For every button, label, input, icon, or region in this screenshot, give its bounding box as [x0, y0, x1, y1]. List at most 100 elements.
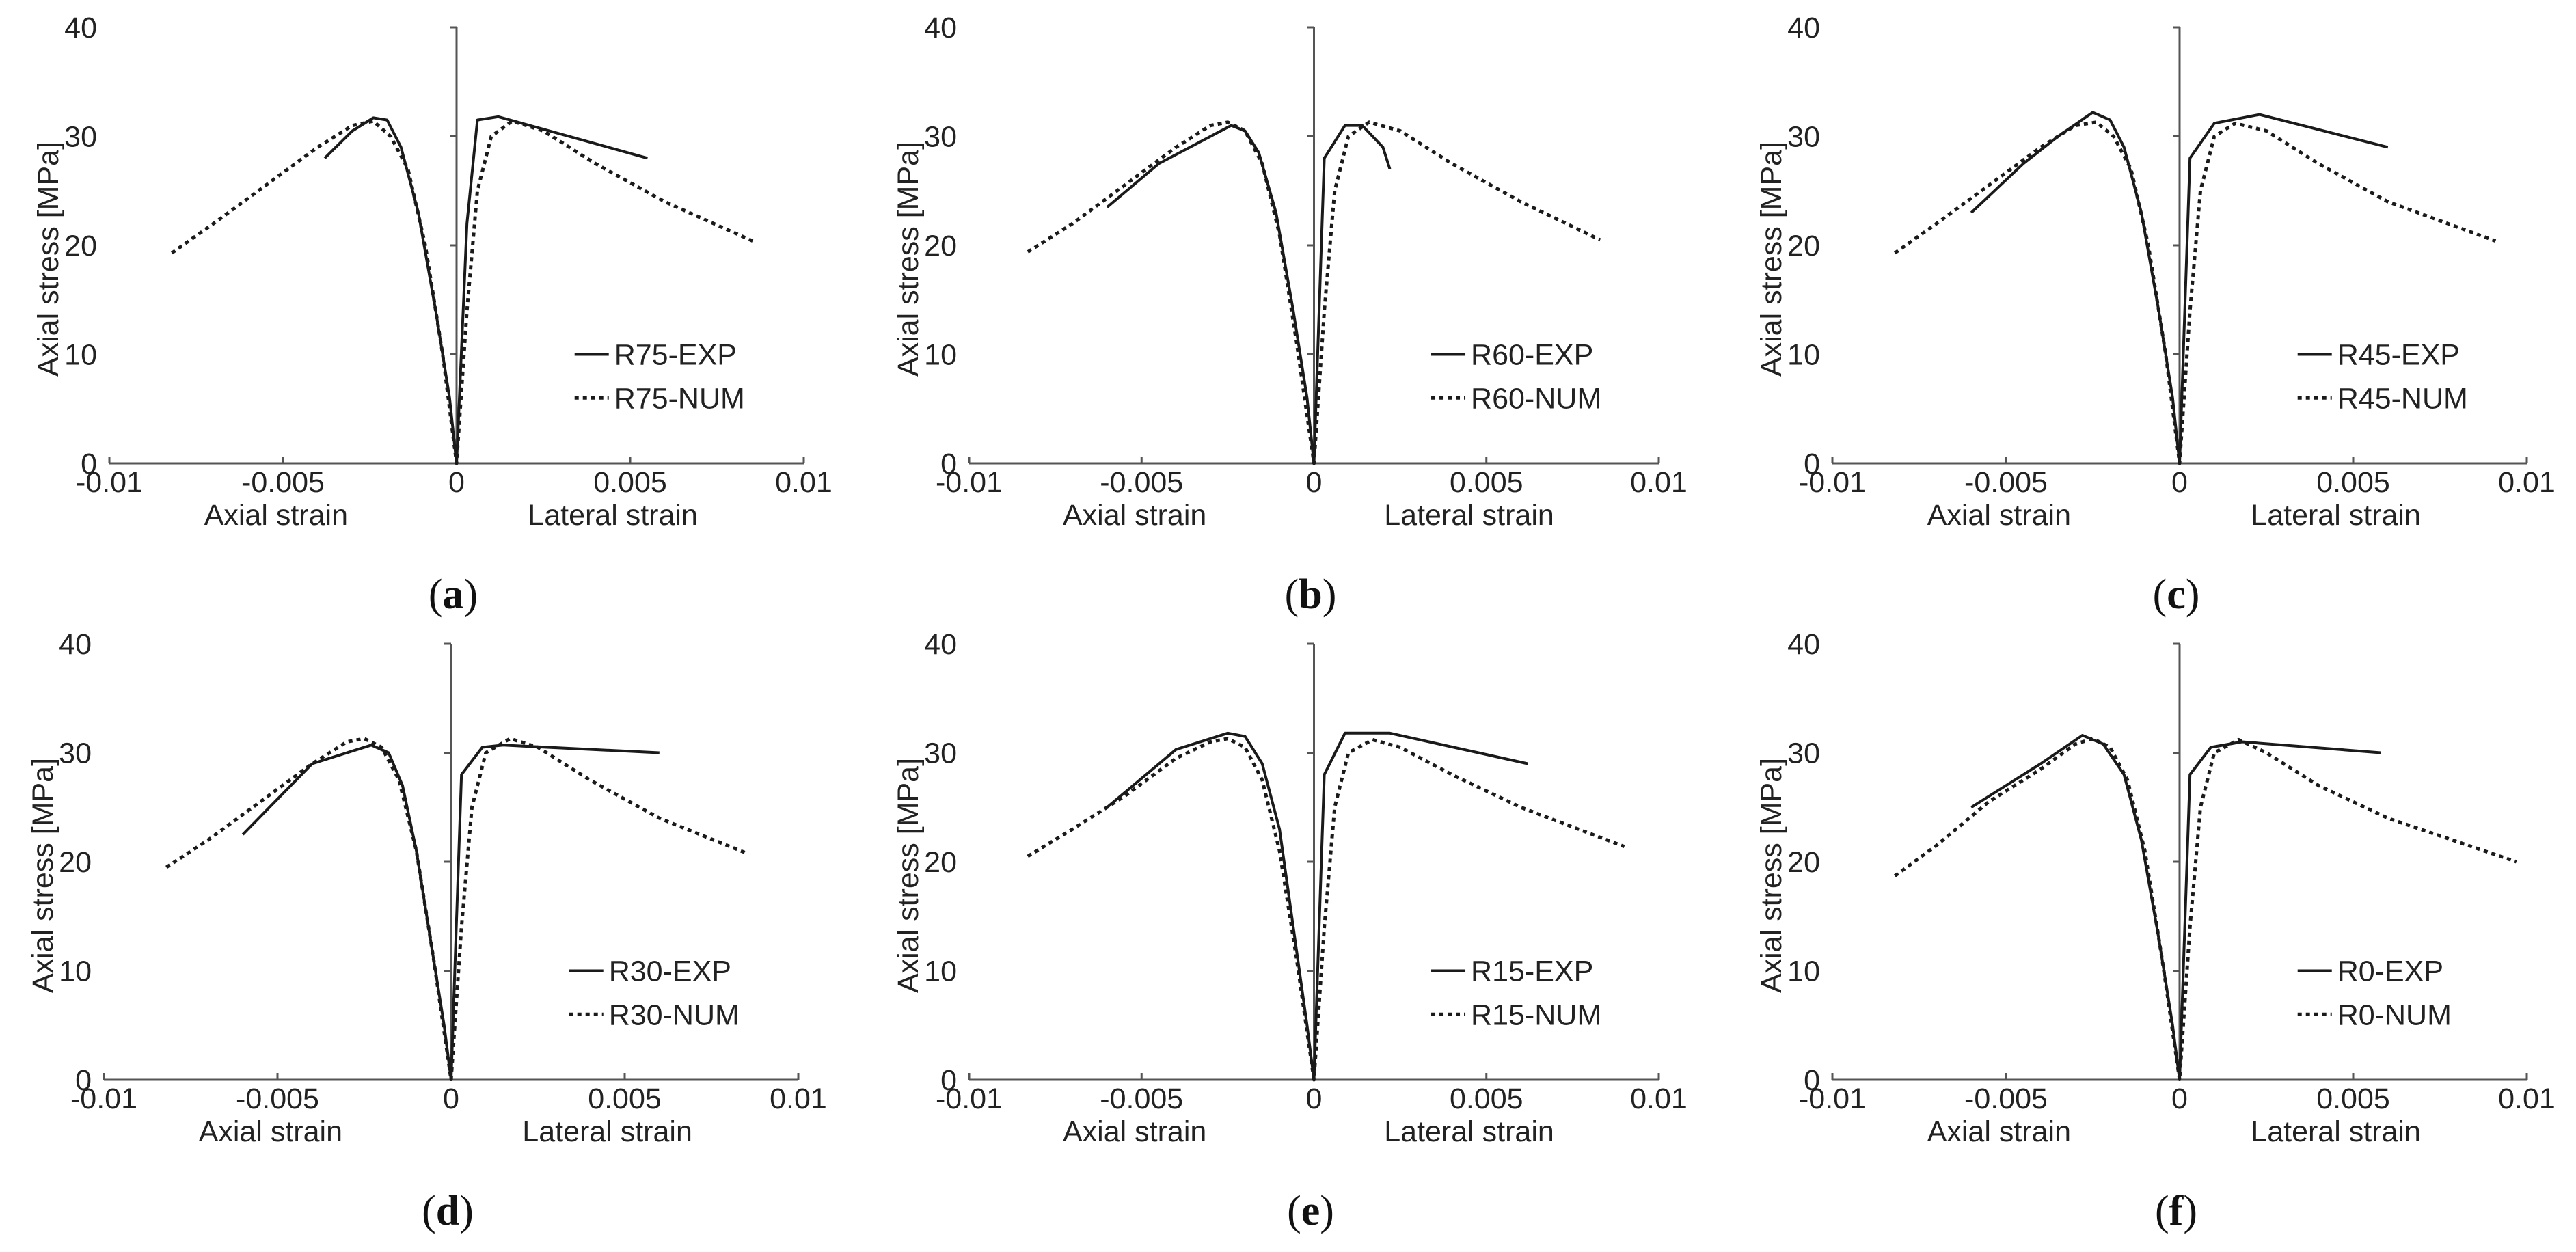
x-axis-label-lateral: Lateral strain: [2251, 499, 2421, 532]
x-tick-label: -0.01: [1799, 1083, 1866, 1115]
caption-open-paren: (: [1285, 571, 1299, 618]
x-tick-label: -0.005: [241, 466, 325, 499]
chart-panel-b: 0 10 20 30 40 -0.01 -0.005 0 0.005 0.01 Axial stre…: [892, 12, 1687, 618]
caption-open-paren: (: [422, 1188, 436, 1234]
y-tick-label: 20: [64, 230, 97, 262]
y-axis-label: Axial stress [MPa]: [1755, 141, 1788, 377]
legend-label-r15-exp: R15-EXP: [1471, 955, 1593, 988]
series-line-r15-num: [1027, 737, 1625, 1082]
panel-caption: (f): [2155, 1188, 2197, 1234]
series-line-r0-num: [1893, 737, 2517, 1082]
y-tick-label: 40: [64, 12, 97, 44]
y-tick-label: 30: [59, 737, 92, 770]
y-tick-label: 20: [924, 230, 957, 262]
panel-caption: (d): [422, 1188, 474, 1234]
caption-close-paren: ): [2186, 571, 2200, 618]
x-axis-label-axial: Axial strain: [1927, 499, 2071, 532]
x-tick-label: -0.01: [936, 466, 1003, 499]
y-tick-label: 30: [1787, 121, 1820, 154]
caption-close-paren: ): [1323, 571, 1337, 618]
legend-label-r60-exp: R60-EXP: [1471, 339, 1593, 372]
x-tick-label: -0.01: [1799, 466, 1866, 499]
x-axis-label-axial: Axial strain: [1063, 1115, 1206, 1148]
caption-close-paren: ): [2183, 1188, 2197, 1234]
series-line-r0-exp: [1970, 734, 2381, 1081]
y-tick-label: 10: [924, 339, 957, 372]
y-axis-label: Axial stress [MPa]: [892, 758, 925, 993]
panel-caption: (a): [429, 571, 478, 618]
x-tick-label: 0.01: [775, 466, 832, 499]
y-axis-label: Axial stress [MPa]: [32, 141, 65, 377]
x-axis-label-lateral: Lateral strain: [2251, 1115, 2421, 1148]
x-tick-label: 0.01: [2498, 1083, 2555, 1115]
y-tick-label: 10: [59, 955, 92, 988]
legend-label-r45-num: R45-NUM: [2337, 382, 2468, 415]
caption-letter: e: [1301, 1188, 1320, 1234]
x-tick-label: 0: [1306, 466, 1323, 499]
legend-label-r75-exp: R75-EXP: [614, 339, 737, 372]
chart-panel-c: 0 10 20 30 40 -0.01 -0.005 0 0.005 0.01 Axial stre…: [1755, 12, 2555, 618]
y-tick-label: 0: [940, 1064, 957, 1097]
chart-panel-a: 0 10 20 30 40 -0.01 -0.005 0 0.005 0.01 Axial stre…: [32, 12, 832, 618]
x-tick-label: 0.01: [1630, 466, 1687, 499]
y-tick-label: 40: [924, 12, 957, 44]
caption-close-paren: ): [464, 571, 478, 618]
caption-open-paren: (: [2155, 1188, 2169, 1234]
series-line-r75-exp: [323, 115, 648, 465]
caption-letter: b: [1299, 571, 1322, 618]
legend-label-r45-exp: R45-EXP: [2337, 339, 2460, 372]
x-tick-label: 0.005: [2316, 466, 2390, 499]
caption-letter: c: [2167, 571, 2186, 618]
y-tick-label: 20: [924, 846, 957, 879]
caption-letter: d: [436, 1188, 459, 1234]
legend-label-r0-num: R0-NUM: [2337, 998, 2452, 1031]
series-line-r15-exp: [1106, 731, 1528, 1081]
y-tick-label: 20: [1787, 846, 1820, 879]
x-tick-label: 0: [443, 1083, 459, 1115]
series-line-r30-exp: [241, 744, 660, 1081]
x-tick-label: 0: [1306, 1083, 1323, 1115]
x-axis-label-axial: Axial strain: [1063, 499, 1206, 532]
x-tick-label: 0.005: [588, 1083, 662, 1115]
y-tick-label: 30: [64, 121, 97, 154]
caption-open-paren: (: [1287, 1188, 1301, 1234]
x-axis-label-lateral: Lateral strain: [1384, 499, 1554, 532]
x-tick-label: -0.005: [236, 1083, 319, 1115]
legend-label-r75-num: R75-NUM: [614, 382, 745, 415]
y-tick-label: 30: [924, 737, 957, 770]
y-tick-label: 0: [1804, 448, 1820, 480]
x-tick-label: 0.005: [593, 466, 667, 499]
y-tick-label: 0: [1804, 1064, 1820, 1097]
series-line-r45-num: [1893, 120, 2497, 465]
chart-panel-e: 0 10 20 30 40 -0.01 -0.005 0 0.005 0.01 Axial stre…: [892, 628, 1687, 1234]
x-tick-label: 0: [2171, 466, 2188, 499]
x-tick-label: 0.005: [2316, 1083, 2390, 1115]
caption-close-paren: ): [1320, 1188, 1334, 1234]
x-tick-label: -0.005: [1100, 466, 1183, 499]
y-tick-label: 0: [75, 1064, 92, 1097]
y-tick-label: 10: [1787, 955, 1820, 988]
x-axis-label-lateral: Lateral strain: [1384, 1115, 1554, 1148]
x-tick-label: -0.01: [936, 1083, 1003, 1115]
legend-label-r30-exp: R30-EXP: [609, 955, 731, 988]
y-axis-label: Axial stress [MPa]: [892, 141, 925, 377]
x-tick-label: -0.005: [1964, 466, 2048, 499]
panel-caption: (b): [1285, 571, 1337, 618]
y-tick-label: 0: [81, 448, 97, 480]
series-line-r60-exp: [1106, 124, 1392, 465]
y-tick-label: 40: [59, 628, 92, 661]
legend-label-r30-num: R30-NUM: [609, 998, 740, 1031]
legend-label-r60-num: R60-NUM: [1471, 382, 1601, 415]
x-tick-label: 0.005: [1450, 466, 1523, 499]
caption-letter: a: [443, 571, 464, 618]
chart-panel-d: 0 10 20 30 40 -0.01 -0.005 0 0.005 0.01 Axial stre…: [27, 628, 827, 1234]
y-tick-label: 20: [1787, 230, 1820, 262]
panel-caption: (c): [2153, 571, 2200, 618]
y-tick-label: 20: [59, 846, 92, 879]
x-tick-label: 0: [448, 466, 465, 499]
x-tick-label: -0.01: [70, 1083, 137, 1115]
series-line-r30-num: [165, 737, 747, 1082]
y-tick-label: 30: [924, 121, 957, 154]
x-tick-label: 0.005: [1450, 1083, 1523, 1115]
